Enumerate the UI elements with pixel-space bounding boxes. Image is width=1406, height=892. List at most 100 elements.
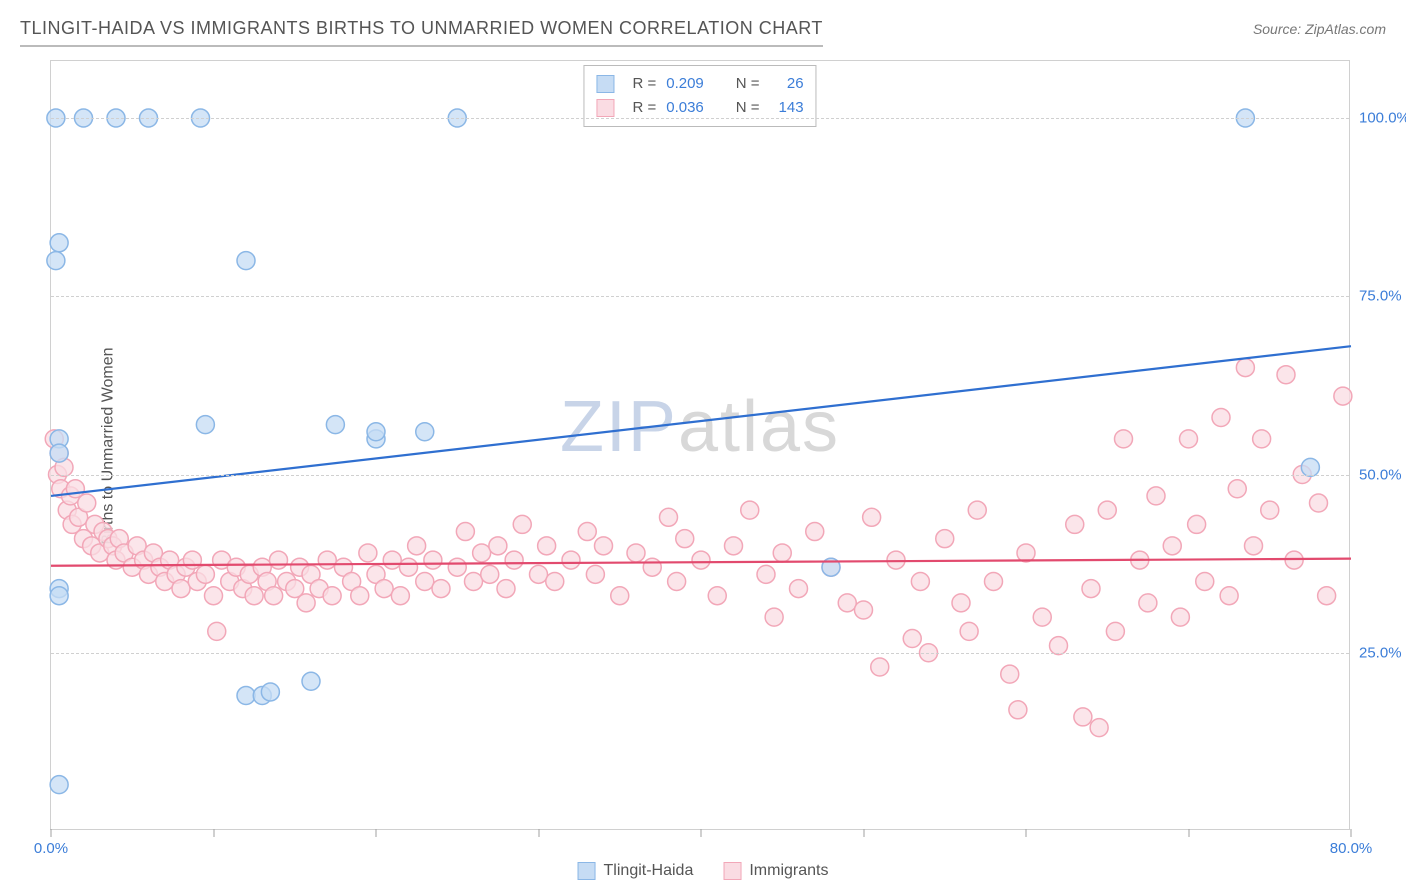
data-point (432, 580, 450, 598)
data-point (473, 544, 491, 562)
data-point (806, 523, 824, 541)
data-point (1277, 366, 1295, 384)
data-point (172, 580, 190, 598)
data-point (237, 687, 255, 705)
data-point (1001, 665, 1019, 683)
data-point (448, 558, 466, 576)
y-tick-label: 100.0% (1359, 110, 1406, 127)
data-point (1253, 430, 1271, 448)
data-point (302, 672, 320, 690)
x-tick (376, 829, 377, 837)
n-label: N = (736, 72, 760, 96)
n-value: 26 (770, 72, 804, 96)
x-tick (863, 829, 864, 837)
data-point (375, 580, 393, 598)
data-point (1106, 622, 1124, 640)
regression-line (51, 346, 1351, 496)
gridline (51, 118, 1349, 119)
data-point (208, 622, 226, 640)
data-point (530, 565, 548, 583)
data-point (765, 608, 783, 626)
data-point (1139, 594, 1157, 612)
data-point (323, 587, 341, 605)
data-point (660, 508, 678, 526)
data-point (741, 501, 759, 519)
data-point (1318, 587, 1336, 605)
y-tick-label: 25.0% (1359, 644, 1406, 661)
data-point (1196, 572, 1214, 590)
data-point (359, 544, 377, 562)
data-point (1090, 719, 1108, 737)
data-point (1074, 708, 1092, 726)
data-point (196, 565, 214, 583)
data-point (595, 537, 613, 555)
legend-swatch (723, 862, 741, 880)
data-point (50, 444, 68, 462)
data-point (489, 537, 507, 555)
data-point (643, 558, 661, 576)
legend-item: Tlingit-Haida (578, 862, 694, 880)
data-point (1228, 480, 1246, 498)
legend-swatch (578, 862, 596, 880)
data-point (725, 537, 743, 555)
data-point (562, 551, 580, 569)
chart-plot-area: ZIPatlas R =0.209N =26R =0.036N =143 25.… (50, 60, 1350, 830)
data-point (903, 630, 921, 648)
data-point (400, 558, 418, 576)
data-point (1098, 501, 1116, 519)
data-point (708, 587, 726, 605)
data-point (1334, 387, 1352, 405)
data-point (1212, 408, 1230, 426)
scatter-svg (51, 61, 1349, 829)
r-label: R = (632, 72, 656, 96)
data-point (78, 494, 96, 512)
data-point (245, 587, 263, 605)
data-point (960, 622, 978, 640)
x-tick (1351, 829, 1352, 837)
x-tick (1026, 829, 1027, 837)
source-name: ZipAtlas.com (1305, 21, 1386, 37)
data-point (773, 544, 791, 562)
data-point (205, 587, 223, 605)
chart-source: Source: ZipAtlas.com (1253, 21, 1386, 37)
data-point (1310, 494, 1328, 512)
legend-label: Tlingit-Haida (604, 862, 694, 879)
data-point (855, 601, 873, 619)
data-point (183, 551, 201, 569)
data-point (513, 515, 531, 533)
data-point (1147, 487, 1165, 505)
data-point (1115, 430, 1133, 448)
data-point (50, 776, 68, 794)
data-point (871, 658, 889, 676)
data-point (416, 423, 434, 441)
data-point (351, 587, 369, 605)
data-point (668, 572, 686, 590)
data-point (1163, 537, 1181, 555)
data-point (838, 594, 856, 612)
data-point (911, 572, 929, 590)
data-point (50, 587, 68, 605)
data-point (627, 544, 645, 562)
data-point (416, 572, 434, 590)
n-value: 143 (770, 96, 804, 120)
data-point (1171, 608, 1189, 626)
data-point (790, 580, 808, 598)
series-legend: Tlingit-HaidaImmigrants (578, 862, 829, 880)
data-point (546, 572, 564, 590)
data-point (261, 683, 279, 701)
r-label: R = (632, 96, 656, 120)
data-point (1033, 608, 1051, 626)
chart-header: TLINGIT-HAIDA VS IMMIGRANTS BIRTHS TO UN… (20, 18, 1386, 47)
data-point (1245, 537, 1263, 555)
gridline (51, 296, 1349, 297)
data-point (465, 572, 483, 590)
data-point (408, 537, 426, 555)
data-point (270, 551, 288, 569)
data-point (692, 551, 710, 569)
x-tick-label: 80.0% (1330, 840, 1373, 857)
y-tick-label: 50.0% (1359, 466, 1406, 483)
data-point (367, 423, 385, 441)
n-label: N = (736, 96, 760, 120)
data-point (1082, 580, 1100, 598)
chart-title: TLINGIT-HAIDA VS IMMIGRANTS BIRTHS TO UN… (20, 18, 823, 47)
